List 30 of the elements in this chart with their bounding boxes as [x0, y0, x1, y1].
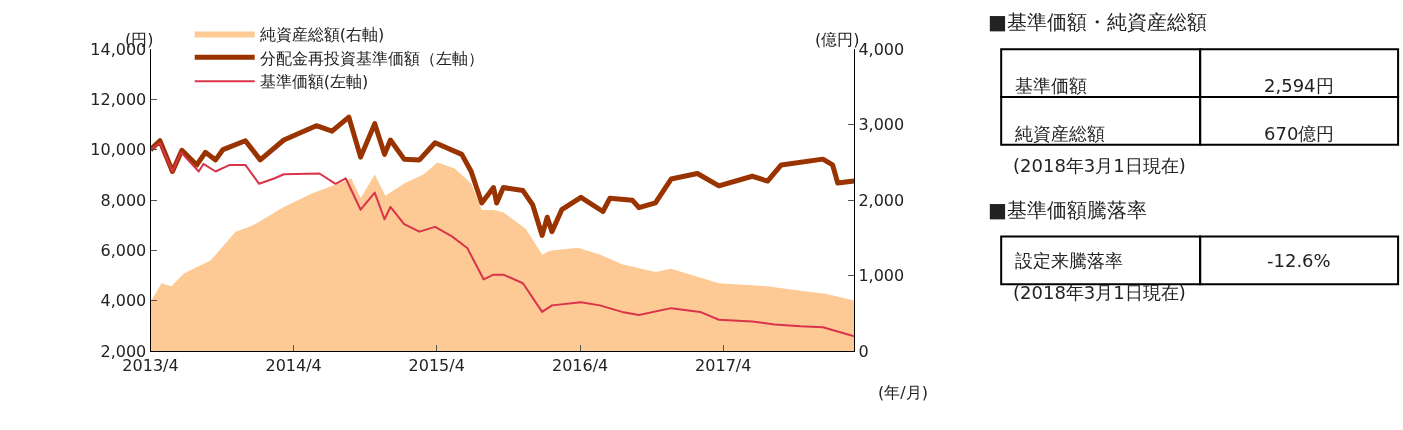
x-tick-label: 2014/4	[265, 356, 322, 376]
text: 2,594円	[1264, 75, 1334, 96]
category-label: 基準価額	[1015, 75, 1087, 96]
category-label: 純資産総額	[1015, 123, 1105, 144]
y2-tick-label: 4,000	[858, 39, 905, 59]
y-tick-label: 6,000	[100, 241, 147, 261]
text: ■基準価額・純資産総額	[988, 10, 1207, 34]
y-tick-label: 8,000	[100, 190, 147, 210]
y2-tick-label: 2,000	[858, 190, 905, 210]
x-tick-label: 2016/4	[552, 356, 609, 376]
text: (2018年3月1日現在)	[1013, 282, 1186, 303]
line-series	[150, 141, 855, 338]
x-tick-label: 2015/4	[408, 356, 465, 376]
y-tick-label: 12,000	[90, 90, 147, 110]
y-tick-label: 4,000	[100, 291, 147, 311]
text: ■基準価額騰落率	[988, 198, 1147, 222]
x-axis-title: (年/月)	[878, 383, 928, 402]
text: (2018年3月1日現在)	[1013, 155, 1186, 176]
category-label: 設定来騰落率	[1015, 250, 1123, 271]
legend-label: 分配金再投資基準価額（左軸）	[259, 48, 484, 68]
y2-tick-label: 0	[858, 341, 869, 361]
y2-tick-label: 1,000	[858, 266, 905, 286]
y2-axis-title: (億円)	[815, 30, 860, 49]
legend-label: 純資産総額(右軸)	[259, 24, 385, 44]
text: 670億円	[1264, 123, 1335, 144]
legend-label: 基準価額(左軸)	[259, 72, 369, 92]
y-tick-label: 10,000	[90, 140, 147, 160]
x-tick-label: 2017/4	[695, 356, 752, 376]
text: -12.6%	[1267, 250, 1331, 271]
y2-tick-label: 3,000	[858, 115, 905, 135]
